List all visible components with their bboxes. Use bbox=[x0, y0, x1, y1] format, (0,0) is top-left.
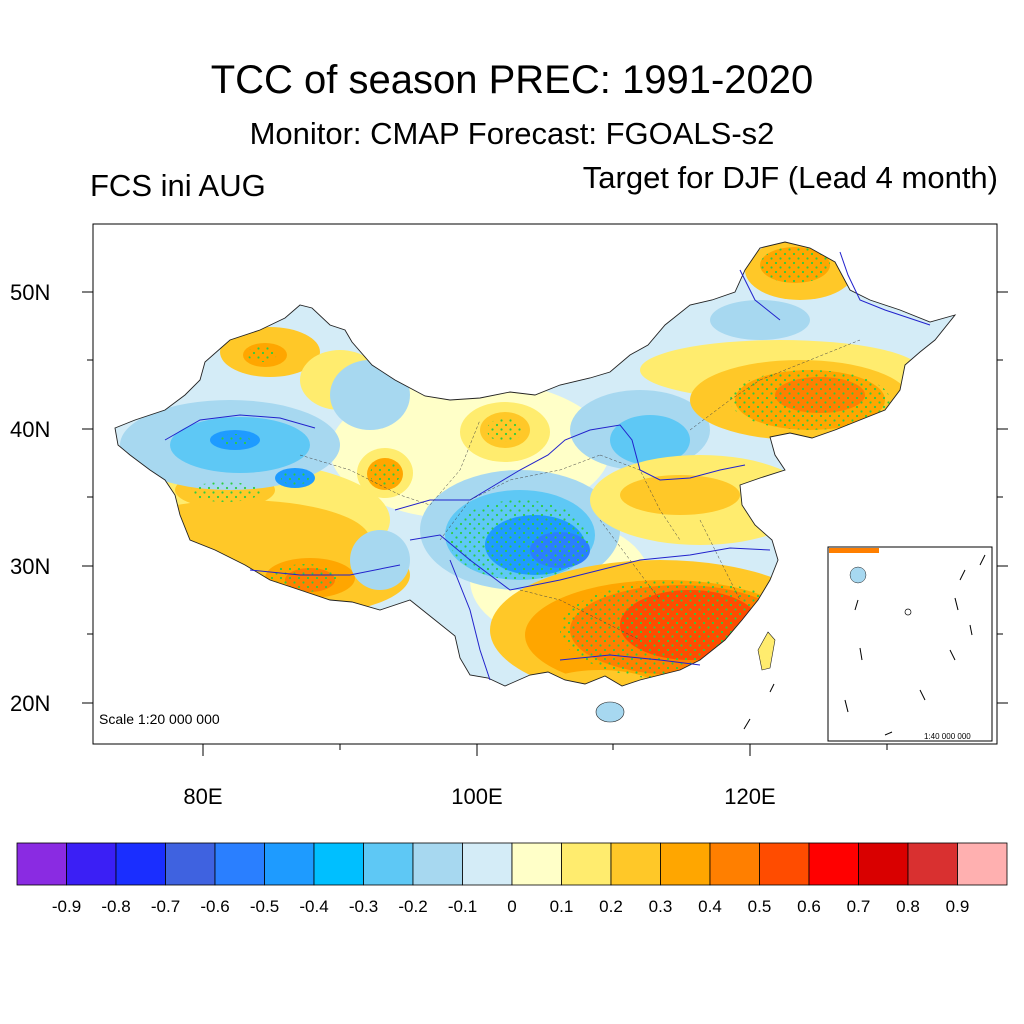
colorbar-tick-label: -0.1 bbox=[447, 897, 478, 916]
colorbar-swatch bbox=[957, 842, 1008, 886]
lat-label-30n: 30N bbox=[10, 554, 51, 579]
colorbar-swatch bbox=[561, 842, 612, 886]
colorbar-swatch bbox=[165, 842, 216, 886]
chart-subtitle: Monitor: CMAP Forecast: FGOALS-s2 bbox=[249, 116, 775, 151]
inset-scale-label: 1:40 000 000 bbox=[924, 732, 971, 741]
colorbar-tick-label: 0 bbox=[507, 897, 517, 916]
scale-label: Scale 1:20 000 000 bbox=[99, 711, 220, 727]
province-boundaries bbox=[299, 339, 861, 641]
colorbar-swatch bbox=[709, 842, 760, 886]
colorbar-swatch bbox=[214, 842, 265, 886]
chart-title: TCC of season PREC: 1991-2020 bbox=[210, 58, 814, 102]
map-ticks bbox=[82, 291, 1008, 756]
colorbar-tick-label: 0.2 bbox=[599, 897, 623, 916]
colorbar-swatch bbox=[363, 842, 414, 886]
hainan-island bbox=[595, 701, 625, 723]
colorbar-tick-label: 0.8 bbox=[896, 897, 920, 916]
colorbar-swatch bbox=[660, 842, 711, 886]
lat-label-40n: 40N bbox=[10, 417, 51, 442]
colorbar-tick-label: -0.5 bbox=[249, 897, 280, 916]
lat-label-20n: 20N bbox=[10, 691, 51, 716]
colorbar-swatch bbox=[858, 842, 909, 886]
colorbar-swatch bbox=[511, 842, 562, 886]
colorbar-tick-label: 0.4 bbox=[698, 897, 722, 916]
colorbar-tick-label: -0.8 bbox=[101, 897, 131, 916]
colorbar-swatch bbox=[907, 842, 958, 886]
colorbar-tick-label: 0.7 bbox=[846, 897, 871, 916]
lon-label-100e: 100E bbox=[451, 784, 503, 809]
colorbar-swatch bbox=[16, 842, 67, 886]
colorbar-tick-label: -0.7 bbox=[150, 897, 181, 916]
colorbar-swatch bbox=[313, 842, 364, 886]
colorbar-tick-label: 0.5 bbox=[747, 897, 772, 916]
colorbar-tick-label: -0.2 bbox=[398, 897, 428, 916]
colorbar-tick-label: -0.9 bbox=[51, 897, 82, 916]
colorbar-swatch bbox=[115, 842, 166, 886]
colorbar-tick-label: 0.6 bbox=[797, 897, 821, 916]
taiwan-island bbox=[757, 631, 776, 671]
inset-map bbox=[829, 548, 986, 736]
colorbar-tick-label: 0.1 bbox=[549, 897, 574, 916]
colorbar bbox=[16, 842, 1008, 886]
colorbar-swatch bbox=[808, 842, 859, 886]
lon-label-80e: 80E bbox=[183, 784, 223, 809]
colorbar-tick-label: 0.9 bbox=[945, 897, 970, 916]
colorbar-swatch bbox=[412, 842, 463, 886]
colorbar-swatch bbox=[264, 842, 315, 886]
colorbar-tick-label: -0.6 bbox=[200, 897, 230, 916]
colorbar-swatch bbox=[462, 842, 513, 886]
colorbar-tick-label: -0.4 bbox=[299, 897, 329, 916]
colorbar-tick-label: 0.3 bbox=[648, 897, 673, 916]
lat-label-50n: 50N bbox=[10, 280, 51, 305]
lon-label-120e: 120E bbox=[724, 784, 776, 809]
colorbar-swatch bbox=[610, 842, 661, 886]
forecast-init-label: FCS ini AUG bbox=[90, 168, 266, 203]
target-season-label: Target for DJF (Lead 4 month) bbox=[582, 160, 998, 195]
colorbar-swatch bbox=[66, 842, 117, 886]
colorbar-swatch bbox=[759, 842, 810, 886]
islands-dashes bbox=[743, 683, 775, 730]
rivers bbox=[164, 251, 931, 681]
colorbar-tick-label: -0.3 bbox=[348, 897, 379, 916]
